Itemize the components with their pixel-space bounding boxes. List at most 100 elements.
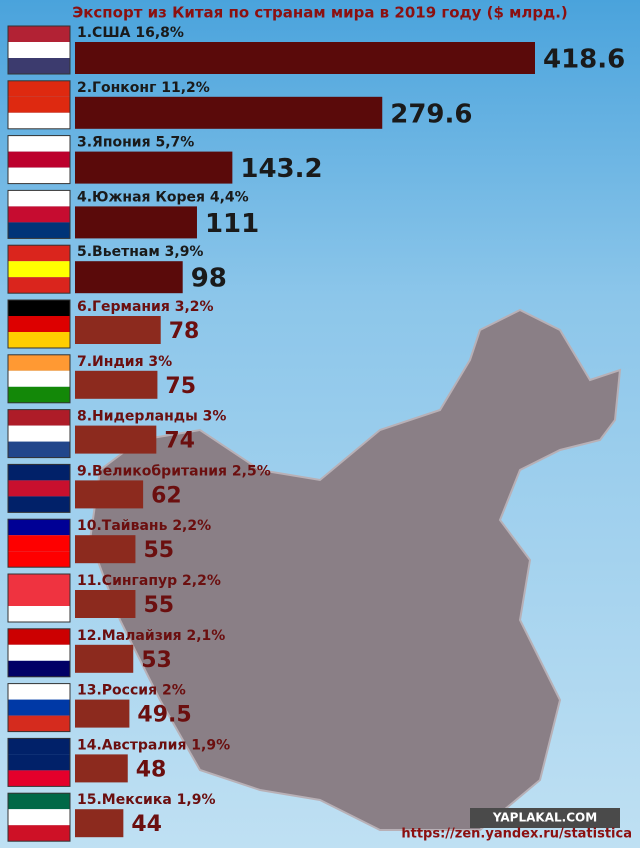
flag-stripe [8,715,70,732]
flag-stripe [8,386,70,403]
flag-stripe [8,496,70,513]
flag-frame [7,80,71,130]
bar [75,42,535,74]
flag-stripe [8,535,70,552]
bar [75,699,130,728]
flag-stripe [8,480,70,497]
value-label: 98 [191,264,227,294]
flag-stripe [8,261,70,278]
bar [75,370,158,399]
value-label: 279.6 [390,99,472,129]
flag-stripe [8,574,70,590]
flag-stripe [8,825,70,842]
flag-stripe [8,425,70,442]
flag-stripe [8,660,70,677]
flag-stripe [8,699,70,716]
flag-frame [7,354,71,404]
value-label: 55 [143,593,174,618]
china-map [88,308,622,831]
category-label: 2.Гонконг 11,2% [77,80,210,96]
flag-frame [7,518,71,568]
flag-stripe [8,316,70,332]
category-label: 1.США 16,8% [77,25,184,41]
bar [75,316,161,344]
flag-frame [7,299,71,349]
bar [75,206,197,239]
category-label: 3.Япония 5,7% [77,135,194,151]
chart-title: Экспорт из Китая по странам мира в 2019 … [72,4,568,22]
flag-stripe [8,42,70,58]
category-label: 6.Германия 3,2% [77,299,214,315]
bar [75,644,134,673]
flag-stripe [8,409,70,426]
flag-stripe [8,683,70,700]
value-label: 74 [164,429,195,454]
flag-frame [7,463,71,513]
flag-stripe [8,354,70,371]
flag-stripe [8,112,70,129]
bar [75,96,383,129]
flag-frame [7,573,71,623]
value-label: 62 [151,483,182,508]
value-label: 75 [165,374,196,399]
flag-stripe [8,754,70,771]
flag-stripe [8,300,70,316]
flag-stripe [8,222,70,239]
flag-frame [7,628,71,678]
flag-stripe [8,770,70,787]
value-label: 49.5 [137,703,191,728]
flag-stripe [8,464,70,481]
flag-stripe [8,245,70,262]
flag-stripe [8,809,70,826]
category-label: 13.Россия 2% [77,683,186,699]
flag-stripe [8,793,70,810]
flag-stripe [8,80,70,97]
value-label: 418.6 [543,45,625,75]
bar [75,809,124,838]
flag-stripe [8,151,70,168]
bar [75,425,157,454]
flag-stripe [8,58,70,74]
watermark: YAPLAKAL.COM [492,811,597,825]
category-label: 11.Сингапур 2,2% [77,573,221,589]
flag-stripe [8,167,70,184]
value-label: 111 [205,209,259,239]
bar [75,480,144,509]
flag-stripe [8,206,70,223]
flag-stripe [8,135,70,152]
flag-stripe [8,190,70,207]
flag-frame [7,244,71,294]
flag-stripe [8,441,70,458]
flag-stripe [8,738,70,755]
bar [75,535,136,564]
flag-stripe [8,606,70,622]
value-label: 143.2 [240,154,322,184]
flag-frame [7,25,71,75]
flag-stripe [8,96,70,113]
category-label: 8.Нидерланды 3% [77,409,226,425]
flag-frame [7,737,71,787]
flag-stripe [8,370,70,387]
flag-stripe [8,519,70,536]
category-label: 15.Мексика 1,9% [77,792,216,808]
flag-stripe [8,644,70,661]
flag-stripe [8,628,70,645]
flag-stripe [8,26,70,42]
bar [75,261,183,294]
flag-frame [7,409,71,459]
category-label: 10.Тайвань 2,2% [77,518,211,534]
value-label: 48 [136,757,167,782]
flag-stripe [8,332,70,348]
bar [75,590,136,618]
flag-stripe [8,277,70,294]
flag-frame [7,135,71,185]
value-label: 78 [169,319,200,344]
flag-frame [7,683,71,733]
value-label: 55 [143,538,174,563]
value-label: 44 [131,812,162,837]
watermark-box [470,808,620,828]
category-label: 14.Австралия 1,9% [77,737,230,753]
flag-stripe [8,551,70,568]
flag-frame [7,792,71,842]
